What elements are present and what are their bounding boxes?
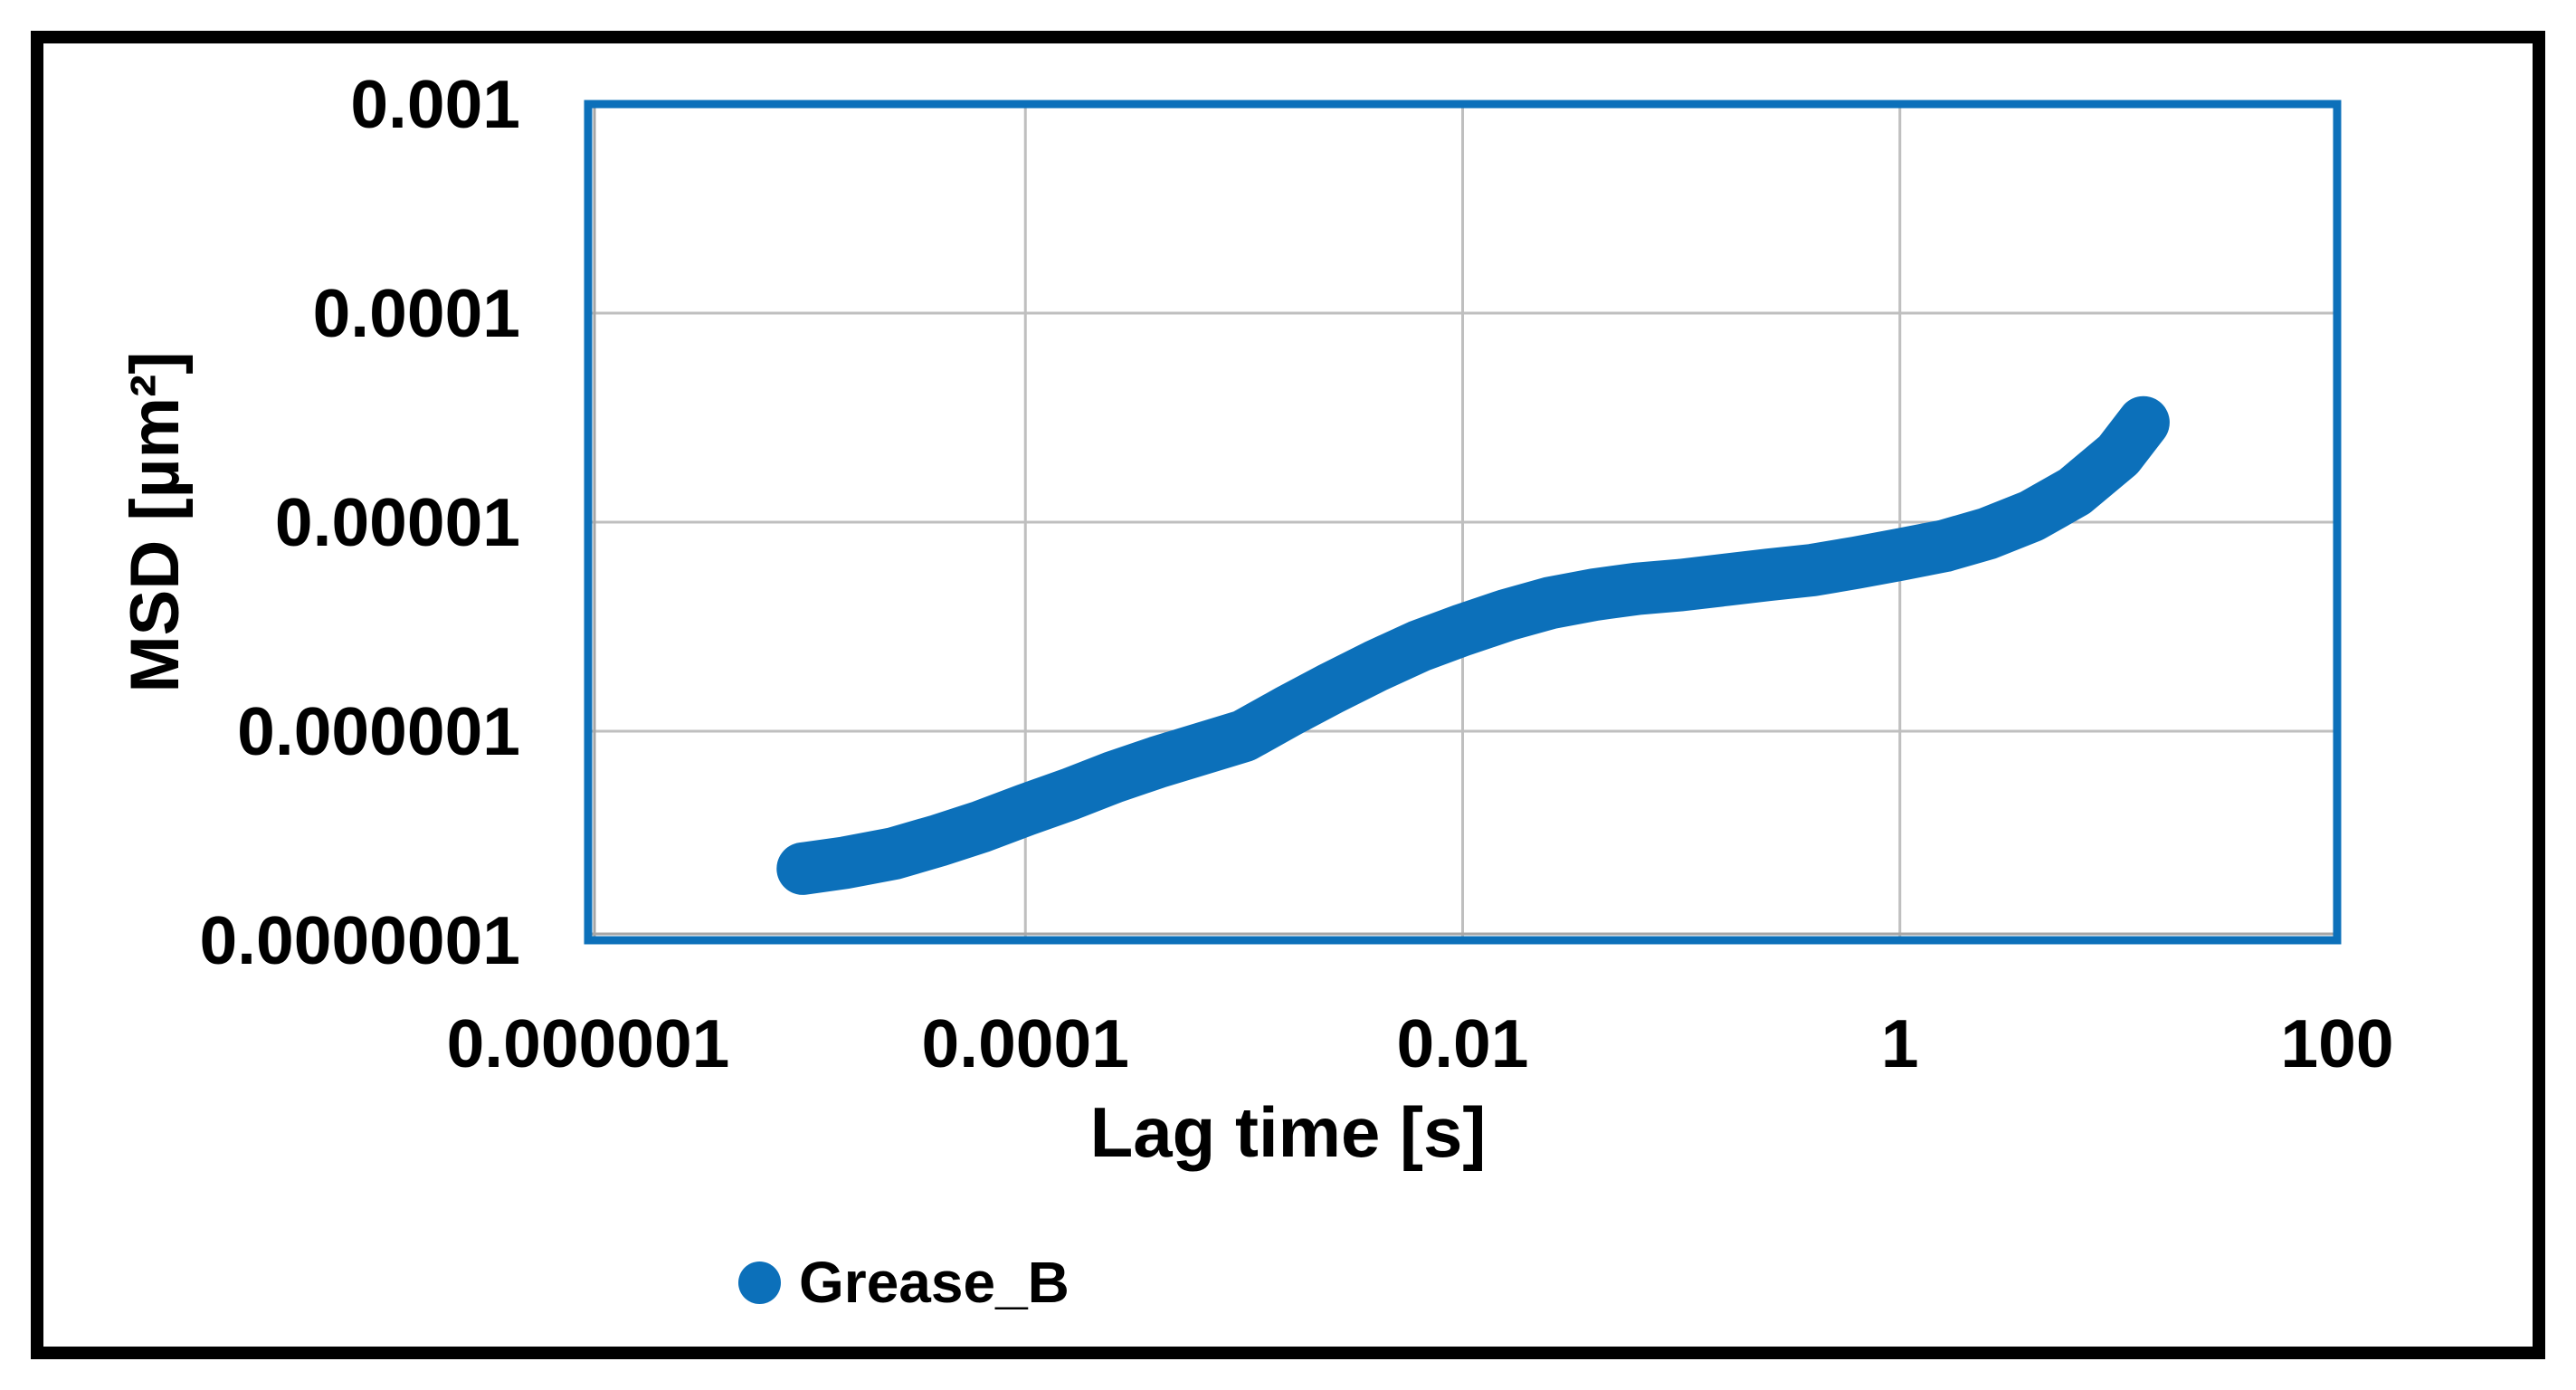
plot-border (584, 100, 2342, 945)
x-tick-label: 100 (2280, 1005, 2394, 1081)
x-tick-label: 0.01 (1396, 1005, 1529, 1081)
x-axis-title: Lag time [s] (1089, 1092, 1487, 1172)
legend-series-marker-icon (738, 1261, 781, 1304)
y-tick-label: 0.0000001 (199, 902, 520, 978)
legend: Grease_B (738, 1245, 1069, 1319)
x-tick-label: 0.000001 (446, 1005, 730, 1081)
y-tick-label: 0.001 (350, 66, 520, 142)
y-tick-label: 0.0001 (312, 275, 520, 351)
y-tick-label: 0.000001 (237, 693, 520, 769)
y-tick-label: 0.00001 (274, 484, 520, 560)
x-tick-label: 0.0001 (921, 1005, 1129, 1081)
legend-series-label: Grease_B (799, 1250, 1069, 1315)
series-grease-b-curve (776, 395, 2170, 895)
y-axis-title: MSD [µm²] (117, 351, 194, 693)
x-tick-label: 1 (1880, 1005, 1919, 1081)
